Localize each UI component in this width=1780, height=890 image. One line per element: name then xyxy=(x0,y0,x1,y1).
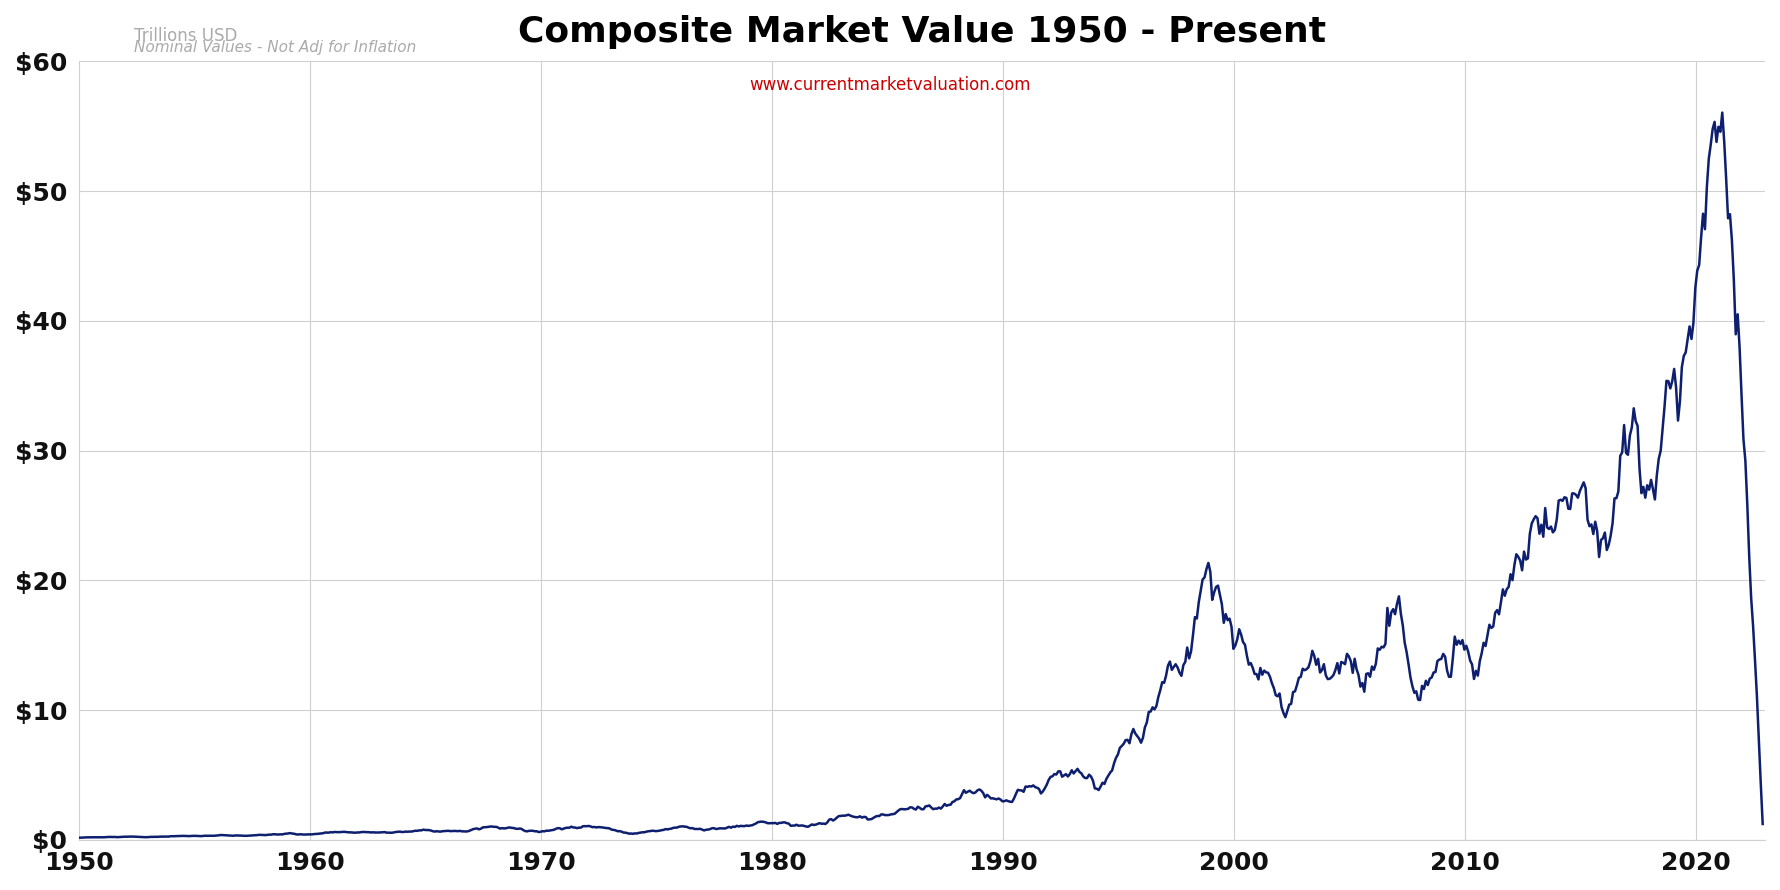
Title: Composite Market Value 1950 - Present: Composite Market Value 1950 - Present xyxy=(518,15,1326,49)
Text: www.currentmarketvaluation.com: www.currentmarketvaluation.com xyxy=(749,76,1031,93)
Text: Nominal Values - Not Adj for Inflation: Nominal Values - Not Adj for Inflation xyxy=(134,40,417,55)
Text: Trillions USD: Trillions USD xyxy=(134,27,237,44)
